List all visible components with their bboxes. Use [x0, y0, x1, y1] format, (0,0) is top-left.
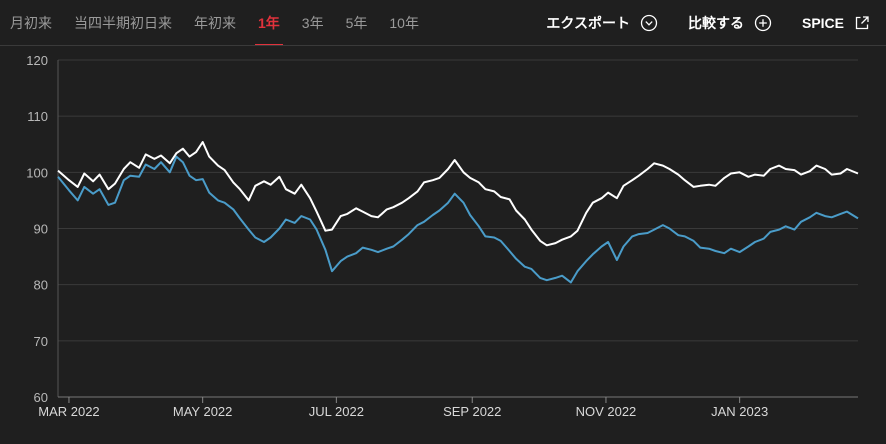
spice-label: SPICE: [801, 15, 844, 31]
tab-quarter-to-date[interactable]: 当四半期初日来: [74, 15, 172, 31]
export-button[interactable]: エクスポート: [546, 13, 658, 33]
x-tick-label: NOV 2022: [576, 404, 637, 419]
y-tick-label: 80: [34, 278, 48, 293]
series-line-white: [57, 141, 859, 247]
spice-link[interactable]: SPICE: [802, 15, 870, 31]
x-tick-label: JUL 2022: [309, 404, 364, 419]
y-tick-label: 90: [34, 222, 48, 237]
external-link-icon: [854, 15, 870, 31]
tab-month-to-date[interactable]: 月初来: [10, 15, 52, 31]
y-tick-label: 110: [27, 109, 48, 124]
toolbar-divider: [0, 45, 886, 46]
y-tick-label: 100: [26, 165, 48, 180]
tab-1-year[interactable]: 1年: [255, 0, 283, 46]
x-tick-label: SEP 2022: [443, 404, 501, 419]
series-line-blue: [57, 155, 859, 284]
y-tick-label: 120: [26, 53, 48, 68]
chart-actions: エクスポート 比較する SPICE: [516, 0, 870, 46]
tab-year-to-date[interactable]: 年初来: [194, 15, 236, 31]
export-label: エクスポート: [546, 15, 630, 31]
chevron-down-circle-icon: [640, 14, 658, 32]
compare-button[interactable]: 比較する: [688, 13, 772, 33]
compare-label: 比較する: [687, 15, 744, 31]
toolbar: 月初来 当四半期初日来 年初来 1年 3年 5年 10年 エクスポート 比較する…: [0, 0, 886, 46]
plus-circle-icon: [754, 14, 772, 32]
tab-3-years[interactable]: 3年: [301, 15, 324, 31]
tab-5-years[interactable]: 5年: [345, 15, 368, 31]
x-tick-label: MAR 2022: [38, 404, 99, 419]
y-tick-label: 60: [34, 390, 48, 405]
x-tick-label: JAN 2023: [711, 404, 768, 419]
y-tick-label: 70: [34, 334, 48, 349]
x-tick-label: MAY 2022: [173, 404, 233, 419]
tab-10-years[interactable]: 10年: [389, 15, 419, 31]
period-tabs: 月初来 当四半期初日来 年初来 1年 3年 5年 10年: [10, 0, 441, 46]
performance-line-chart: 60 70 80 90 100 110 120 MAR 2022 MAY 2022 JUL 202…: [26, 53, 859, 419]
